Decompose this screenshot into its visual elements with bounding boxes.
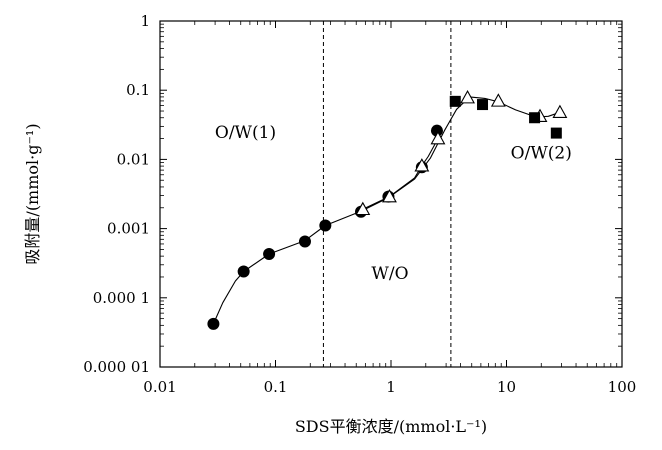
data-point-triangle [552,104,568,119]
data-point-square [477,99,489,111]
y-tick-label: 0.1 [126,81,150,99]
y-tick-label: 0.000 01 [83,358,150,376]
data-point-square [550,127,562,139]
region-label: W/O [371,264,408,284]
data-point-triangle [490,93,506,107]
data-point-triangle [382,188,397,203]
y-tick-label: 1 [140,12,150,30]
x-tick-label: 0.01 [143,378,176,396]
data-point-triangle [355,201,371,216]
data-point-circle [263,247,276,260]
data-point-square [529,112,541,124]
x-axis-title: SDS平衡浓度/(mmol·L⁻¹) [295,417,487,436]
data-point-circle [237,265,250,278]
y-tick-label: 0.001 [107,220,150,238]
data-point-triangle [460,90,475,104]
data-point-circle [430,124,443,137]
y-tick-label: 0.000 1 [93,289,150,307]
y-axis-title: 吸附量/(mmol·g⁻¹) [23,123,42,264]
x-tick-label: 100 [608,378,637,396]
x-tick-label: 0.1 [264,378,288,396]
data-point-circle [298,235,311,248]
x-tick-label: 10 [497,378,516,396]
x-tick-label: 1 [386,378,396,396]
data-point-triangle [430,130,446,145]
fit-curve [362,138,439,210]
y-tick-label: 0.01 [117,150,150,168]
data-point-square [449,95,461,107]
data-point-circle [319,219,332,232]
data-point-triangle [414,158,430,172]
region-label: O/W(2) [511,144,572,164]
data-point-circle [207,317,220,330]
region-label: O/W(1) [215,123,276,143]
